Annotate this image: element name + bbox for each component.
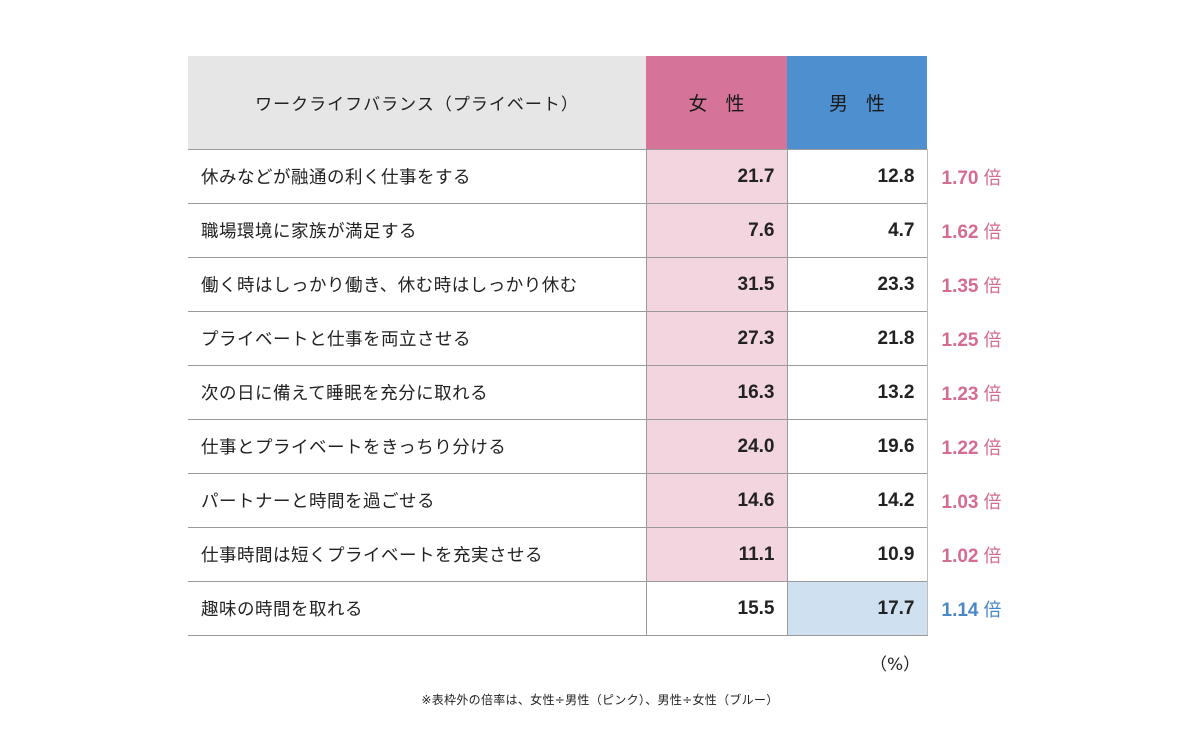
row-label: 休みなどが融通の利く仕事をする <box>188 149 646 204</box>
ratio-unit: 倍 <box>983 383 1002 405</box>
comparison-table: ワークライフバランス（プライベート） 女性 男性 休みなどが融通の利く仕事をする… <box>188 56 1037 636</box>
female-value: 15.5 <box>645 581 788 636</box>
ratio-value: 1.23 <box>941 383 979 405</box>
ratio-value: 1.03 <box>941 491 979 513</box>
ratio-unit: 倍 <box>983 329 1002 351</box>
ratio-value: 1.62 <box>941 221 979 243</box>
male-value: 13.2 <box>787 365 928 420</box>
row-label: パートナーと時間を過ごせる <box>188 473 646 528</box>
ratio-value: 1.22 <box>941 437 979 459</box>
row-label: 仕事時間は短くプライベートを充実させる <box>188 527 646 582</box>
table-row: 仕事時間は短くプライベートを充実させる 11.1 10.9 1.02 倍 <box>188 527 1037 582</box>
ratio-unit: 倍 <box>983 437 1002 459</box>
female-value: 27.3 <box>645 311 788 366</box>
ratio-cell: 1.14 倍 <box>927 582 1037 636</box>
ratio-cell: 1.22 倍 <box>927 420 1037 474</box>
footnote: ※表枠外の倍率は、女性÷男性（ピンク）、男性÷女性（ブルー） <box>421 693 779 707</box>
unit-note: （%） <box>870 655 921 675</box>
ratio-cell: 1.03 倍 <box>927 474 1037 528</box>
ratio-value: 1.70 <box>941 167 979 189</box>
ratio-value: 1.25 <box>941 329 979 351</box>
table-row: 趣味の時間を取れる 15.5 17.7 1.14 倍 <box>188 581 1037 636</box>
table-row: 働く時はしっかり働き、休む時はしっかり休む 31.5 23.3 1.35 倍 <box>188 257 1037 312</box>
table-body: 休みなどが融通の利く仕事をする 21.7 12.8 1.70 倍職場環境に家族が満足する… <box>188 149 1037 636</box>
row-label: 趣味の時間を取れる <box>188 581 646 636</box>
row-label: 働く時はしっかり働き、休む時はしっかり休む <box>188 257 646 312</box>
male-value: 17.7 <box>787 581 928 636</box>
female-value: 21.7 <box>645 149 788 204</box>
male-value: 10.9 <box>787 527 928 582</box>
ratio-value: 1.14 <box>941 599 979 621</box>
table-row: 休みなどが融通の利く仕事をする 21.7 12.8 1.70 倍 <box>188 149 1037 204</box>
ratio-unit: 倍 <box>983 491 1002 513</box>
header-female: 女性 <box>646 56 787 150</box>
male-value: 19.6 <box>787 419 928 474</box>
table-row: 仕事とプライベートをきっちり分ける 24.0 19.6 1.22 倍 <box>188 419 1037 474</box>
male-value: 12.8 <box>787 149 928 204</box>
female-value: 7.6 <box>645 203 788 258</box>
female-value: 16.3 <box>645 365 788 420</box>
table-row: 職場環境に家族が満足する 7.6 4.7 1.62 倍 <box>188 203 1037 258</box>
row-label: 職場環境に家族が満足する <box>188 203 646 258</box>
male-value: 14.2 <box>787 473 928 528</box>
ratio-unit: 倍 <box>983 275 1002 297</box>
ratio-value: 1.02 <box>941 545 979 567</box>
male-value: 4.7 <box>787 203 928 258</box>
header-row: ワークライフバランス（プライベート） 女性 男性 <box>188 56 1037 150</box>
table-row: プライベートと仕事を両立させる 27.3 21.8 1.25 倍 <box>188 311 1037 366</box>
header-ratio-spacer <box>927 56 1037 150</box>
ratio-cell: 1.25 倍 <box>927 312 1037 366</box>
ratio-cell: 1.02 倍 <box>927 528 1037 582</box>
ratio-unit: 倍 <box>983 221 1002 243</box>
header-male: 男性 <box>787 56 927 150</box>
female-value: 24.0 <box>645 419 788 474</box>
ratio-unit: 倍 <box>983 167 1002 189</box>
row-label: プライベートと仕事を両立させる <box>188 311 646 366</box>
ratio-cell: 1.23 倍 <box>927 366 1037 420</box>
female-value: 11.1 <box>645 527 788 582</box>
ratio-cell: 1.62 倍 <box>927 204 1037 258</box>
female-value: 14.6 <box>645 473 788 528</box>
table-row: 次の日に備えて睡眠を充分に取れる 16.3 13.2 1.23 倍 <box>188 365 1037 420</box>
male-value: 23.3 <box>787 257 928 312</box>
table-row: パートナーと時間を過ごせる 14.6 14.2 1.03 倍 <box>188 473 1037 528</box>
header-category: ワークライフバランス（プライベート） <box>188 56 646 150</box>
female-value: 31.5 <box>645 257 788 312</box>
ratio-cell: 1.70 倍 <box>927 150 1037 204</box>
ratio-unit: 倍 <box>983 599 1002 621</box>
ratio-cell: 1.35 倍 <box>927 258 1037 312</box>
ratio-unit: 倍 <box>983 545 1002 567</box>
ratio-value: 1.35 <box>941 275 979 297</box>
row-label: 仕事とプライベートをきっちり分ける <box>188 419 646 474</box>
male-value: 21.8 <box>787 311 928 366</box>
row-label: 次の日に備えて睡眠を充分に取れる <box>188 365 646 420</box>
